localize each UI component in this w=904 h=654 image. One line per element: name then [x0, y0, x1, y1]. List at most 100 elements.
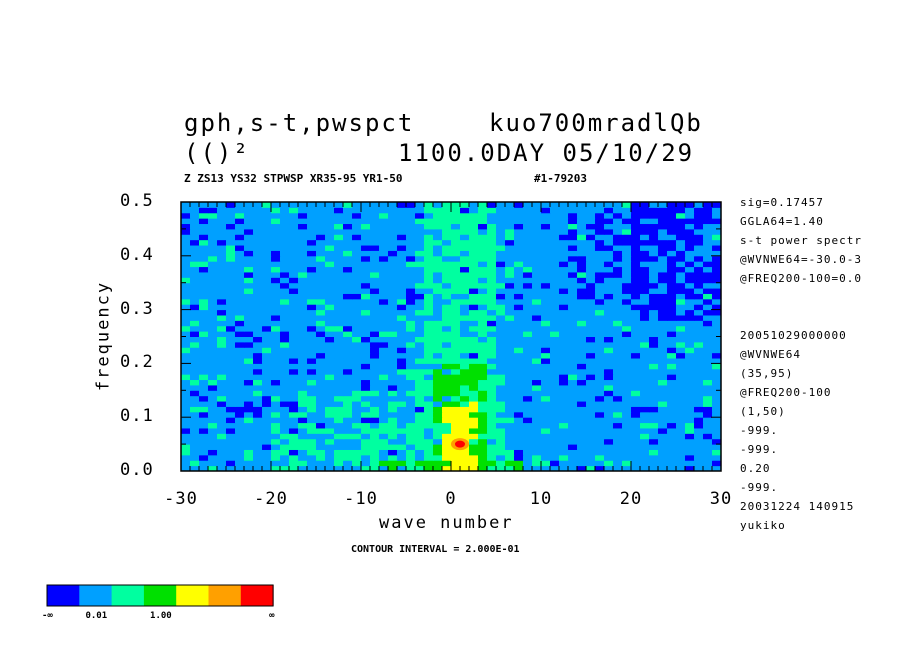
heatmap-cell [613, 325, 623, 332]
heatmap-cell [694, 255, 704, 262]
heatmap-cell [460, 406, 470, 413]
heatmap-cell [604, 444, 614, 450]
heatmap-cell [496, 465, 506, 472]
heatmap-cell [550, 379, 560, 386]
heatmap-cell [199, 347, 209, 354]
heatmap-cell [325, 379, 335, 386]
heatmap-cell [541, 465, 551, 472]
heatmap-cell [280, 379, 290, 386]
heatmap-cell [622, 379, 632, 386]
heatmap-cell [514, 406, 524, 413]
heatmap-cell [676, 293, 686, 300]
heatmap-cell [505, 444, 515, 450]
heatmap-cell [532, 363, 542, 370]
heatmap-cell [460, 427, 470, 434]
heatmap-cell [397, 444, 407, 450]
heatmap-cell [433, 444, 443, 450]
heatmap-cell [622, 433, 632, 440]
heatmap-cell [370, 444, 380, 450]
heatmap-cell [469, 374, 479, 381]
heatmap-cell [631, 401, 641, 407]
heatmap-cell [586, 298, 596, 305]
heatmap-cell [235, 374, 245, 381]
heatmap-cell [613, 433, 623, 440]
heatmap-cell [289, 309, 299, 316]
heatmap-cell [415, 363, 425, 370]
heatmap-cell [676, 433, 686, 440]
heatmap-cell [541, 293, 551, 300]
heatmap-cell [235, 261, 245, 268]
heatmap-cell [586, 250, 596, 257]
heatmap-cell [622, 352, 632, 359]
heatmap-cell [226, 245, 236, 251]
heatmap-cell [487, 390, 497, 397]
heatmap-cell [262, 358, 272, 364]
heatmap-cell [469, 454, 479, 461]
heatmap-cell [280, 427, 290, 434]
heatmap-cell [667, 202, 677, 208]
y-tick-label: 0.5 [120, 191, 154, 211]
heatmap-cell [595, 368, 605, 375]
heatmap-cell [253, 223, 263, 230]
heatmap-cell [505, 277, 515, 284]
heatmap-cell [325, 374, 335, 381]
heatmap-cell [244, 336, 254, 343]
heatmap-cell [550, 374, 560, 381]
heatmap-cell [289, 245, 299, 251]
heatmap-cell [649, 314, 659, 321]
heatmap-cell [541, 368, 551, 375]
heatmap-cell [568, 207, 578, 214]
heatmap-cell [541, 228, 551, 235]
heatmap-cell [604, 325, 614, 332]
heatmap-cell [595, 379, 605, 386]
heatmap-cell [235, 444, 245, 450]
heatmap-cell [352, 293, 362, 300]
heatmap-cell [586, 261, 596, 268]
heatmap-cell [478, 331, 488, 337]
heatmap-cell [586, 228, 596, 235]
heatmap-cell [370, 255, 380, 262]
heatmap-cell [505, 401, 515, 407]
heatmap-cell [577, 460, 587, 467]
heatmap-cell [406, 411, 416, 418]
heatmap-cell [424, 417, 434, 424]
heatmap-cell [676, 288, 686, 294]
heatmap-cell [649, 304, 659, 311]
heatmap-cell [505, 271, 515, 278]
heatmap-cell [622, 395, 632, 402]
heatmap-cell [424, 401, 434, 407]
heatmap-cell [271, 401, 281, 407]
heatmap-cell [325, 406, 335, 413]
heatmap-cell [181, 341, 191, 348]
heatmap-cell [190, 320, 200, 327]
heatmap-cell [316, 374, 326, 381]
heatmap-cell [325, 207, 335, 214]
heatmap-cell [190, 379, 200, 386]
heatmap-cell [253, 460, 263, 467]
heatmap-cell [235, 384, 245, 391]
heatmap-cell [532, 411, 542, 418]
heatmap-cell [424, 427, 434, 434]
heatmap-cell [478, 341, 488, 348]
heatmap-cell [712, 422, 722, 429]
heatmap-cell [487, 293, 497, 300]
heatmap-cell [397, 384, 407, 391]
heatmap-cell [703, 331, 713, 337]
heatmap-cell [424, 228, 434, 235]
heatmap-cell [595, 438, 605, 445]
heatmap-cell [325, 427, 335, 434]
colorbar-swatch [79, 585, 113, 606]
heatmap-cell [289, 336, 299, 343]
heatmap-cell [469, 352, 479, 359]
heatmap-cell [631, 298, 641, 305]
heatmap-cell [181, 218, 191, 225]
heatmap-cell [613, 454, 623, 461]
heatmap-cell [550, 438, 560, 445]
heatmap-cell [550, 218, 560, 225]
heatmap-cell [415, 282, 425, 289]
heatmap-cell [379, 304, 389, 311]
heatmap-cell [289, 255, 299, 262]
heatmap-cell [523, 390, 533, 397]
heatmap-cell [469, 207, 479, 214]
heatmap-cell [370, 304, 380, 311]
